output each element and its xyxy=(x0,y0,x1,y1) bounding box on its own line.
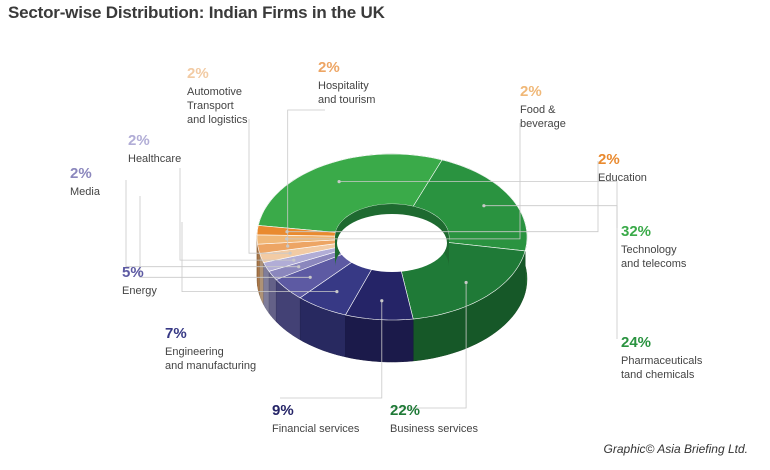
chart-title: Sector-wise Distribution: Indian Firms i… xyxy=(8,3,385,22)
slice-name-4: Engineering and manufacturing xyxy=(165,346,257,373)
slice-pct-7: 2% xyxy=(128,132,150,149)
slice-name-7: Healthcare xyxy=(128,153,182,166)
slice-label-6: 2% Media xyxy=(70,164,100,199)
leader-line-5 xyxy=(139,196,311,278)
leader-line-11 xyxy=(287,161,599,233)
slice-pct-3: 9% xyxy=(272,402,294,419)
slice-pct-11: 2% xyxy=(598,151,620,168)
slice-pct-5: 5% xyxy=(122,264,144,281)
slice-pct-4: 7% xyxy=(165,325,187,342)
leader-line-10 xyxy=(286,123,521,240)
donut-tops xyxy=(256,153,528,321)
slice-label-4: 7% Engineering and manufacturing xyxy=(165,324,256,373)
slice-pct-8: 2% xyxy=(187,65,209,82)
leader-line-1 xyxy=(483,205,618,339)
leader-line-7 xyxy=(179,168,294,261)
slice-name-5: Energy xyxy=(122,285,157,298)
slice-label-9: 2% Hospitality and tourism xyxy=(318,58,375,107)
slice-pct-6: 2% xyxy=(70,165,92,182)
slice-name-0: Technology and telecoms xyxy=(621,244,687,271)
slice-label-3: 9% Financial services xyxy=(272,401,359,436)
slice-side-3 xyxy=(345,314,414,363)
slice-pct-2: 22% xyxy=(390,402,421,419)
slice-name-3: Financial services xyxy=(272,423,360,436)
slice-name-10: Food & beverage xyxy=(520,104,566,131)
slice-label-11: 2% Education xyxy=(598,150,647,185)
leader-line-4 xyxy=(181,222,337,293)
slice-label-10: 2% Food & beverage xyxy=(520,82,566,131)
slice-label-1: 24% Pharmaceuticals tand chemicals xyxy=(621,333,702,382)
slice-label-7: 2% Healthcare xyxy=(128,131,181,166)
slice-pct-0: 32% xyxy=(621,223,652,240)
slice-name-9: Hospitality and tourism xyxy=(318,80,376,107)
leader-lines xyxy=(125,109,618,409)
slice-pct-10: 2% xyxy=(520,83,542,100)
slice-pct-1: 24% xyxy=(621,334,652,351)
slice-label-5: 5% Energy xyxy=(122,263,157,298)
graphic-credit: Graphic© Asia Briefing Ltd. xyxy=(603,442,748,456)
slice-name-6: Media xyxy=(70,186,100,199)
leader-line-6 xyxy=(125,180,299,268)
leader-line-2 xyxy=(390,282,467,409)
leader-line-8 xyxy=(248,119,291,254)
slice-label-8: 2% Automotive Transport and logistics xyxy=(187,64,248,127)
slice-label-0: 32% Technology and telecoms xyxy=(621,222,686,271)
slice-pct-9: 2% xyxy=(318,59,340,76)
slice-name-2: Business services xyxy=(390,423,479,436)
slice-label-2: 22% Business services xyxy=(390,401,478,436)
donut-hole xyxy=(337,214,447,272)
slice-name-1: Pharmaceuticals tand chemicals xyxy=(621,355,703,382)
slice-name-11: Education xyxy=(598,172,647,185)
leader-line-3 xyxy=(280,300,383,399)
slice-name-8: Automotive Transport and logistics xyxy=(187,86,248,127)
leader-line-9 xyxy=(287,109,325,247)
